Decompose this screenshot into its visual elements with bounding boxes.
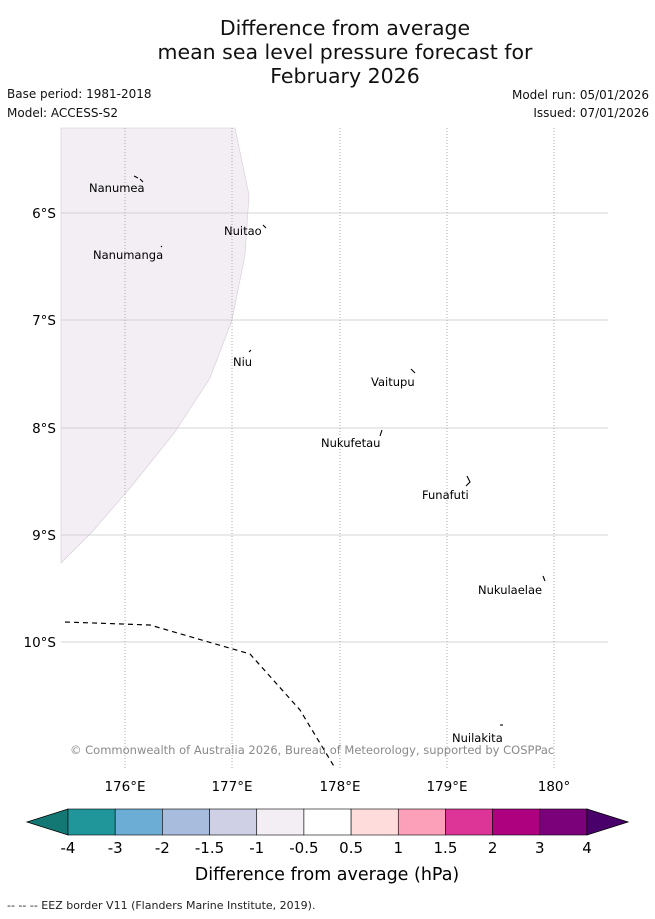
lon-label-178e: 178°E: [319, 779, 360, 795]
eez-border-line: [64, 621, 336, 769]
place-label-niu: Niu: [233, 355, 252, 369]
lat-label-6s: 6°S: [32, 206, 56, 222]
lat-label-9s: 9°S: [32, 528, 56, 544]
colorbar-swatch: [209, 808, 258, 836]
colorbar-swatch: [350, 808, 399, 836]
colorbar-tick-label: -2: [155, 839, 170, 857]
colorbar-tick-label: -0.5: [289, 839, 318, 857]
colorbar-tick-label: -1.5: [195, 839, 224, 857]
island-shape-nanumea: [133, 175, 144, 183]
colorbar-tick-label: 2: [488, 839, 498, 857]
colorbar-swatch: [256, 808, 305, 836]
lon-label-179e: 179°E: [426, 779, 467, 795]
base-period-label: Base period: 1981-2018: [7, 87, 152, 101]
colorbar-tick-label: 3: [535, 839, 545, 857]
colorbar: [25, 808, 630, 836]
place-label-nukulaelae: Nukulaelae: [478, 583, 542, 597]
colorbar-swatch: [539, 808, 588, 836]
colorbar-swatch: [445, 808, 493, 836]
place-label-nanumea: Nanumea: [89, 181, 145, 195]
colorbar-swatch: [397, 808, 446, 836]
place-names: Nanumea Nuitao Nanumanga Niu Vaitupu Nuk…: [89, 181, 542, 745]
place-label-nukufetau: Nukufetau: [321, 436, 380, 450]
place-label-nuitao: Nuitao: [224, 224, 262, 238]
colorbar-extend-low: [25, 808, 69, 836]
lon-label-177e: 177°E: [211, 779, 252, 795]
colorbar-tick-label: 4: [582, 839, 592, 857]
title-line-1: Difference from average: [219, 16, 471, 40]
issued-label: Issued: 07/01/2026: [533, 106, 649, 120]
model-run-label: Model run: 05/01/2026: [511, 88, 649, 102]
lat-label-7s: 7°S: [32, 313, 56, 329]
colorbar-tick-label: 1: [393, 839, 403, 857]
colorbar-tick-label: -4: [61, 839, 76, 857]
anomaly-shading-region: [60, 127, 250, 564]
model-label: Model: ACCESS-S2: [7, 106, 119, 120]
colorbar-swatch: [67, 808, 116, 836]
colorbar-tick-label: -1: [249, 839, 264, 857]
lon-label-176e: 176°E: [104, 779, 145, 795]
island-shape-nanumanga: [160, 245, 163, 248]
colorbar-extend-high: [586, 808, 630, 836]
island-shape-nukufetau: [379, 429, 383, 437]
copyright-notice: © Commonwealth of Australia 2026, Bureau…: [70, 743, 554, 757]
eez-legend-note: -- -- -- EEZ border V11 (Flanders Marine…: [7, 899, 316, 912]
lon-label-180: 180°: [538, 779, 571, 795]
colorbar-swatch: [162, 808, 210, 836]
longitude-labels: 176°E 177°E 178°E 179°E 180°: [104, 779, 570, 795]
lat-label-10s: 10°S: [24, 635, 57, 651]
lat-label-8s: 8°S: [32, 421, 56, 437]
island-shape-vaitupu: [410, 368, 416, 374]
colorbar-swatch: [114, 808, 163, 836]
colorbar-label: Difference from average (hPa): [195, 865, 460, 885]
place-label-nuilakita: Nuilakita: [452, 731, 503, 745]
colorbar-swatch: [492, 808, 541, 836]
longitude-gridlines: [124, 128, 555, 770]
title-line-2: mean sea level pressure forecast for: [157, 40, 533, 64]
colorbar-tick-labels: -4 -3 -2 -1.5 -1 -0.5 0.5 1 1.5 2 3 4: [61, 839, 592, 857]
latitude-gridlines: [61, 212, 608, 643]
island-shape-nukulaelae: [542, 575, 546, 582]
island-outlines: [133, 175, 546, 726]
island-shape-funafuti: [465, 475, 471, 487]
colorbar-swatch: [303, 808, 352, 836]
place-label-funafuti: Funafuti: [422, 488, 469, 502]
island-shape-niu: [248, 349, 252, 353]
place-label-vaitupu: Vaitupu: [371, 375, 415, 389]
colorbar-tick-label: 0.5: [339, 839, 363, 857]
chart-title: Difference from average mean sea level p…: [0, 16, 655, 88]
latitude-labels: 6°S 7°S 8°S 9°S 10°S: [24, 206, 57, 651]
colorbar-tick-label: -3: [108, 839, 123, 857]
place-label-nanumanga: Nanumanga: [93, 248, 163, 262]
title-line-3: February 2026: [270, 64, 420, 88]
colorbar-tick-label: 1.5: [434, 839, 458, 857]
island-shape-nuitao: [262, 224, 267, 229]
